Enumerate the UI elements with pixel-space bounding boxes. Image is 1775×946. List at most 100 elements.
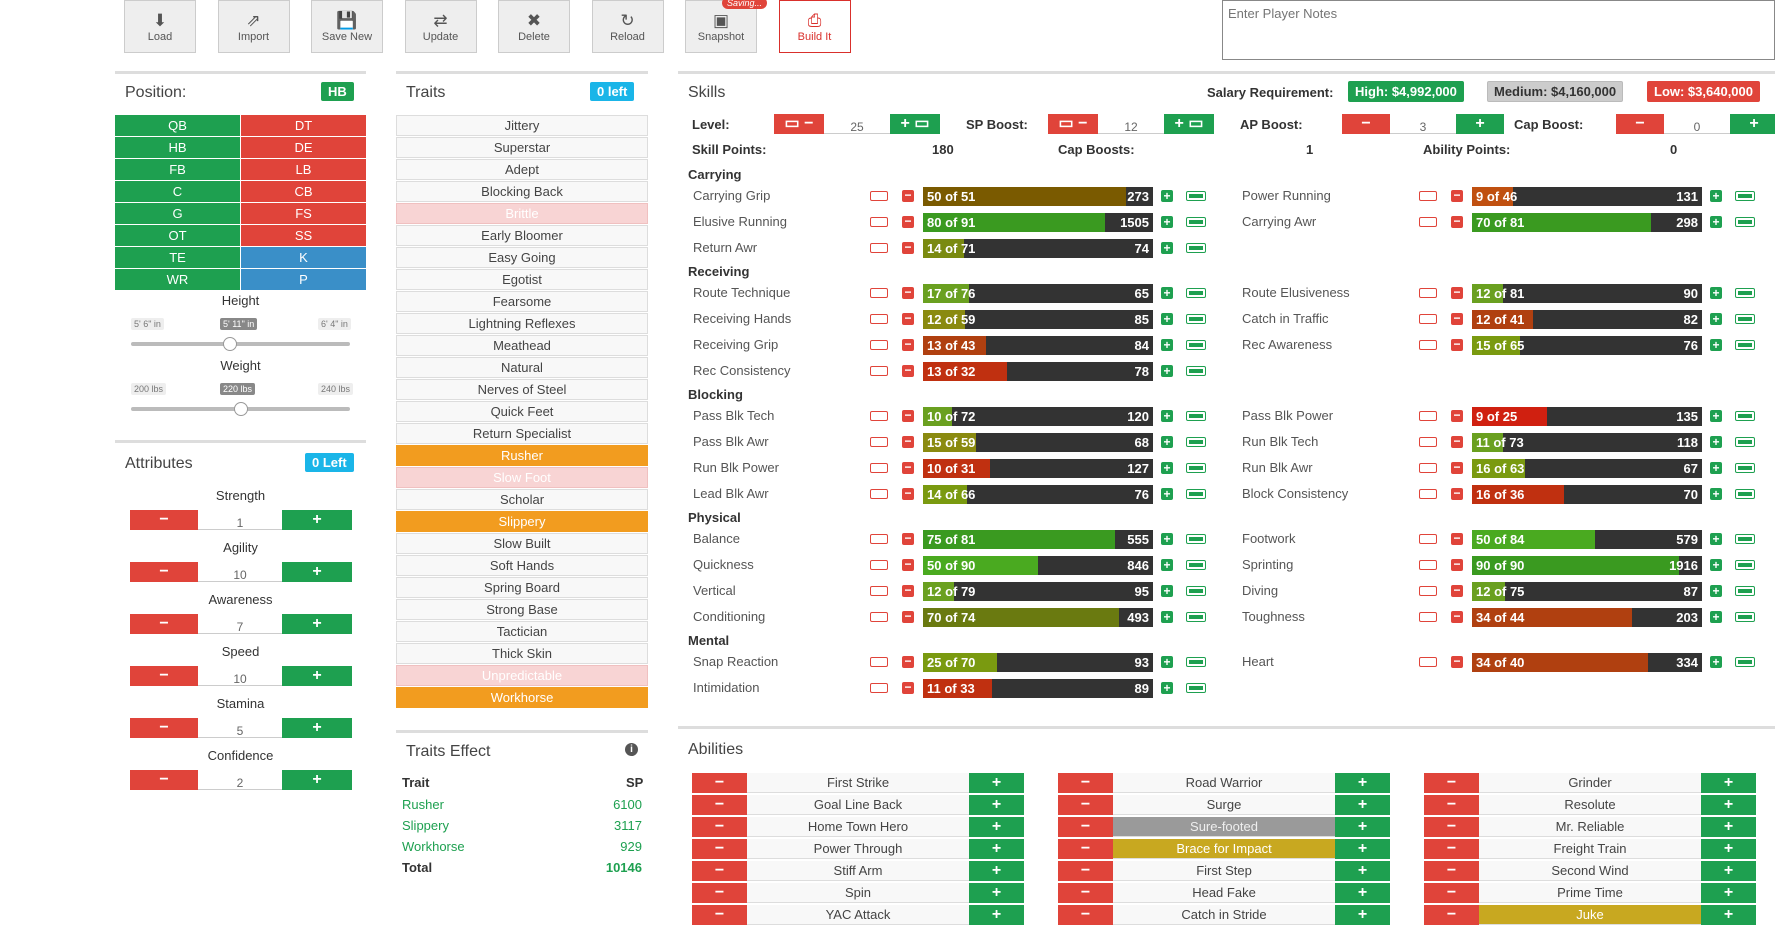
trait-quick-feet[interactable]: Quick Feet bbox=[396, 401, 648, 422]
trait-nerves-of-steel[interactable]: Nerves of Steel bbox=[396, 379, 648, 400]
skill-elusive-running-reset-icon[interactable] bbox=[870, 217, 888, 227]
trait-unpredictable[interactable]: Unpredictable bbox=[396, 665, 648, 686]
skill-snap-reaction-plus-button[interactable]: + bbox=[1161, 656, 1173, 668]
ability-plus-button[interactable]: + bbox=[1701, 861, 1756, 881]
skill-conditioning-plus-button[interactable]: + bbox=[1161, 611, 1173, 623]
ability-plus-button[interactable]: + bbox=[969, 817, 1024, 837]
ability-plus-button[interactable]: + bbox=[1701, 795, 1756, 815]
stamina-minus-button[interactable]: − bbox=[130, 718, 198, 738]
trait-slippery[interactable]: Slippery bbox=[396, 511, 648, 532]
trait-lightning-reflexes[interactable]: Lightning Reflexes bbox=[396, 313, 648, 334]
level-plus-button[interactable]: + ▭ bbox=[890, 114, 940, 134]
skill-receiving-hands-max-icon[interactable] bbox=[1186, 314, 1206, 324]
skill-carrying-grip-minus-button[interactable]: − bbox=[902, 189, 914, 202]
skill-catch-in-traffic-max-icon[interactable] bbox=[1735, 314, 1755, 324]
trait-thick-skin[interactable]: Thick Skin bbox=[396, 643, 648, 664]
ability-name[interactable]: Stiff Arm bbox=[747, 861, 969, 881]
skill-run-blk-tech-reset-icon[interactable] bbox=[1419, 437, 1437, 447]
trait-adept[interactable]: Adept bbox=[396, 159, 648, 180]
ability-name[interactable]: Spin bbox=[747, 883, 969, 903]
skill-heart-plus-button[interactable]: + bbox=[1710, 656, 1722, 668]
ability-minus-button[interactable]: − bbox=[1424, 861, 1479, 881]
strength-minus-button[interactable]: − bbox=[130, 510, 198, 530]
skill-pass-blk-power-reset-icon[interactable] bbox=[1419, 411, 1437, 421]
skill-balance-minus-button[interactable]: − bbox=[902, 532, 914, 545]
ability-name[interactable]: Prime Time bbox=[1479, 883, 1701, 903]
ability-minus-button[interactable]: − bbox=[1058, 883, 1113, 903]
skill-intimidation-minus-button[interactable]: − bbox=[902, 681, 914, 694]
skill-run-blk-power-plus-button[interactable]: + bbox=[1161, 462, 1173, 474]
ability-name[interactable]: Power Through bbox=[747, 839, 969, 859]
ability-name[interactable]: YAC Attack bbox=[747, 905, 969, 925]
ability-plus-button[interactable]: + bbox=[1335, 905, 1390, 925]
skill-vertical-max-icon[interactable] bbox=[1186, 586, 1206, 596]
speed-minus-button[interactable]: − bbox=[130, 666, 198, 686]
load-button[interactable]: ⬇ Load bbox=[124, 0, 196, 53]
update-button[interactable]: ⇄ Update bbox=[404, 0, 477, 53]
position-cb-button[interactable]: CB bbox=[241, 181, 367, 203]
ability-minus-button[interactable]: − bbox=[692, 839, 747, 859]
trait-natural[interactable]: Natural bbox=[396, 357, 648, 378]
skill-receiving-grip-max-icon[interactable] bbox=[1186, 340, 1206, 350]
sp-boost-minus-button[interactable]: ▭ − bbox=[1048, 114, 1098, 134]
skill-route-elusiveness-minus-button[interactable]: − bbox=[1451, 286, 1463, 299]
skill-quickness-plus-button[interactable]: + bbox=[1161, 559, 1173, 571]
skill-power-running-max-icon[interactable] bbox=[1735, 191, 1755, 201]
skill-power-running-reset-icon[interactable] bbox=[1419, 191, 1437, 201]
skill-route-elusiveness-plus-button[interactable]: + bbox=[1710, 287, 1722, 299]
skill-route-technique-plus-button[interactable]: + bbox=[1161, 287, 1173, 299]
skill-receiving-grip-reset-icon[interactable] bbox=[870, 340, 888, 350]
skill-carrying-awr-max-icon[interactable] bbox=[1735, 217, 1755, 227]
ability-name[interactable]: Grinder bbox=[1479, 773, 1701, 793]
position-te-button[interactable]: TE bbox=[115, 247, 241, 269]
position-ot-button[interactable]: OT bbox=[115, 225, 241, 247]
skill-conditioning-max-icon[interactable] bbox=[1186, 612, 1206, 622]
skill-receiving-grip-plus-button[interactable]: + bbox=[1161, 339, 1173, 351]
skill-vertical-plus-button[interactable]: + bbox=[1161, 585, 1173, 597]
trait-easy-going[interactable]: Easy Going bbox=[396, 247, 648, 268]
skill-run-blk-tech-max-icon[interactable] bbox=[1735, 437, 1755, 447]
ability-name[interactable]: Resolute bbox=[1479, 795, 1701, 815]
skill-intimidation-reset-icon[interactable] bbox=[870, 683, 888, 693]
trait-scholar[interactable]: Scholar bbox=[396, 489, 648, 510]
skill-footwork-reset-icon[interactable] bbox=[1419, 534, 1437, 544]
save-new-button[interactable]: 💾 Save New bbox=[311, 0, 383, 53]
skill-route-technique-minus-button[interactable]: − bbox=[902, 286, 914, 299]
ability-minus-button[interactable]: − bbox=[1058, 861, 1113, 881]
ability-minus-button[interactable]: − bbox=[1424, 839, 1479, 859]
skill-toughness-reset-icon[interactable] bbox=[1419, 612, 1437, 622]
skill-return-awr-max-icon[interactable] bbox=[1186, 243, 1206, 253]
ability-name[interactable]: Second Wind bbox=[1479, 861, 1701, 881]
skill-rec-awareness-max-icon[interactable] bbox=[1735, 340, 1755, 350]
skill-route-technique-reset-icon[interactable] bbox=[870, 288, 888, 298]
skill-intimidation-plus-button[interactable]: + bbox=[1161, 682, 1173, 694]
skill-sprinting-plus-button[interactable]: + bbox=[1710, 559, 1722, 571]
ability-name[interactable]: Juke bbox=[1479, 905, 1701, 925]
ability-plus-button[interactable]: + bbox=[1335, 883, 1390, 903]
skill-route-elusiveness-reset-icon[interactable] bbox=[1419, 288, 1437, 298]
skill-catch-in-traffic-minus-button[interactable]: − bbox=[1451, 312, 1463, 325]
trait-egotist[interactable]: Egotist bbox=[396, 269, 648, 290]
ability-plus-button[interactable]: + bbox=[1335, 795, 1390, 815]
skill-intimidation-max-icon[interactable] bbox=[1186, 683, 1206, 693]
skill-snap-reaction-minus-button[interactable]: − bbox=[902, 655, 914, 668]
ability-plus-button[interactable]: + bbox=[969, 883, 1024, 903]
skill-toughness-minus-button[interactable]: − bbox=[1451, 610, 1463, 623]
skill-sprinting-reset-icon[interactable] bbox=[1419, 560, 1437, 570]
skill-rec-consistency-reset-icon[interactable] bbox=[870, 366, 888, 376]
skill-block-consistency-max-icon[interactable] bbox=[1735, 489, 1755, 499]
skill-diving-minus-button[interactable]: − bbox=[1451, 584, 1463, 597]
trait-return-specialist[interactable]: Return Specialist bbox=[396, 423, 648, 444]
ability-name[interactable]: Freight Train bbox=[1479, 839, 1701, 859]
position-fs-button[interactable]: FS bbox=[241, 203, 367, 225]
trait-fearsome[interactable]: Fearsome bbox=[396, 291, 648, 312]
ability-name[interactable]: Catch in Stride bbox=[1113, 905, 1335, 925]
ability-minus-button[interactable]: − bbox=[1424, 905, 1479, 925]
trait-soft-hands[interactable]: Soft Hands bbox=[396, 555, 648, 576]
skill-power-running-plus-button[interactable]: + bbox=[1710, 190, 1722, 202]
ability-plus-button[interactable]: + bbox=[1701, 817, 1756, 837]
skill-rec-awareness-plus-button[interactable]: + bbox=[1710, 339, 1722, 351]
weight-slider-thumb[interactable] bbox=[233, 402, 248, 416]
trait-brittle[interactable]: Brittle bbox=[396, 203, 648, 224]
skill-receiving-hands-plus-button[interactable]: + bbox=[1161, 313, 1173, 325]
